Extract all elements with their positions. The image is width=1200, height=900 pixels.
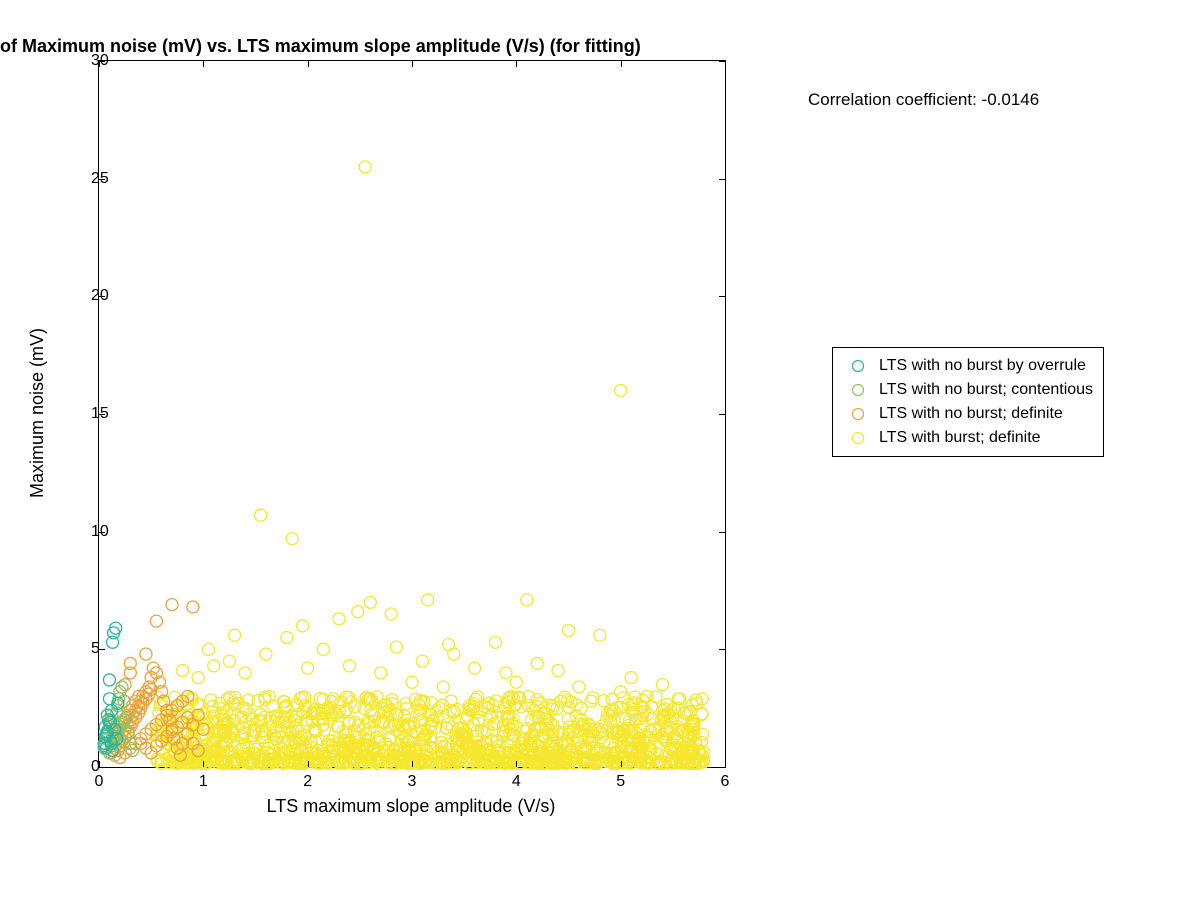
legend-item: LTS with burst; definite <box>843 426 1093 450</box>
legend-item: LTS with no burst; contentious <box>843 378 1093 402</box>
chart-container: { "chart": { "type": "scatter", "title":… <box>0 0 1200 900</box>
legend-marker-icon <box>843 359 873 373</box>
y-tick-mark <box>719 179 725 180</box>
x-tick-mark <box>516 61 517 67</box>
legend-label: LTS with burst; definite <box>873 429 1041 447</box>
x-tick-mark <box>621 761 622 767</box>
x-tick-label: 4 <box>512 773 521 791</box>
x-axis-label: LTS maximum slope amplitude (V/s) <box>267 796 556 817</box>
y-axis-label: Maximum noise (mV) <box>27 328 48 498</box>
plot-area: 0123456051015202530 <box>98 60 726 768</box>
y-tick-mark <box>719 532 725 533</box>
y-tick-mark <box>719 296 725 297</box>
legend-marker-icon <box>843 407 873 421</box>
x-tick-label: 2 <box>303 773 312 791</box>
legend-label: LTS with no burst; definite <box>873 405 1063 423</box>
y-tick-mark <box>719 649 725 650</box>
x-tick-mark <box>203 761 204 767</box>
x-tick-mark <box>412 761 413 767</box>
correlation-annotation: Correlation coefficient: -0.0146 <box>808 90 1039 110</box>
scatter-svg <box>99 61 725 767</box>
y-tick-mark <box>719 414 725 415</box>
legend-marker-icon <box>843 431 873 445</box>
x-tick-label: 3 <box>408 773 417 791</box>
legend-marker-icon <box>843 383 873 397</box>
x-tick-label: 5 <box>616 773 625 791</box>
legend-label: LTS with no burst by overrule <box>873 357 1086 375</box>
x-tick-label: 0 <box>95 773 104 791</box>
x-tick-mark <box>516 761 517 767</box>
x-tick-mark <box>308 761 309 767</box>
x-tick-mark <box>203 61 204 67</box>
legend-label: LTS with no burst; contentious <box>873 381 1093 399</box>
legend-item: LTS with no burst; definite <box>843 402 1093 426</box>
x-tick-mark <box>308 61 309 67</box>
y-tick-mark <box>719 767 725 768</box>
x-tick-label: 1 <box>199 773 208 791</box>
x-tick-mark <box>621 61 622 67</box>
legend-item: LTS with no burst by overrule <box>843 354 1093 378</box>
y-tick-mark <box>719 61 725 62</box>
x-tick-label: 6 <box>721 773 730 791</box>
legend: LTS with no burst by overrule LTS with no… <box>832 347 1104 457</box>
x-tick-mark <box>725 61 726 67</box>
x-tick-mark <box>725 761 726 767</box>
x-tick-mark <box>412 61 413 67</box>
